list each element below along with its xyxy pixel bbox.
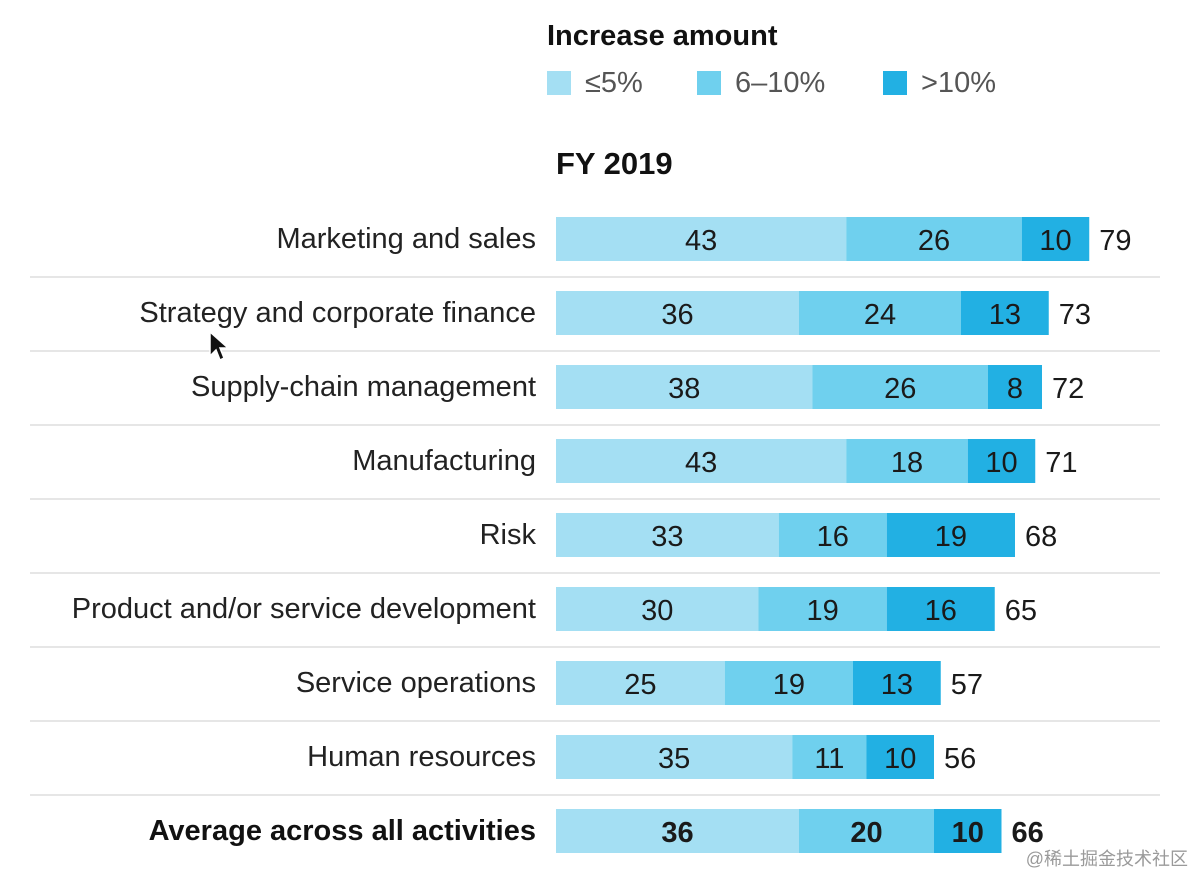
bar-value-label: 36 (661, 817, 693, 849)
bar-segment (724, 661, 853, 705)
bar-segment (799, 291, 961, 335)
bar-value-label: 33 (651, 521, 683, 553)
bar-value-label: 19 (935, 521, 967, 553)
bar-segment (846, 217, 1022, 261)
row-divider (30, 646, 1160, 648)
legend-label-gt10: >10% (921, 66, 996, 99)
bar-value-label: 20 (850, 817, 882, 849)
category-label: Supply-chain management (191, 371, 536, 403)
row-divider (30, 794, 1160, 796)
legend-item-le5: ≤5% (547, 66, 643, 100)
legend-swatch-6to10 (697, 71, 721, 95)
bar-value-label: 19 (806, 595, 838, 627)
category-label: Manufacturing (352, 445, 536, 477)
bar-value-label: 11 (814, 743, 844, 775)
total-label: 73 (1059, 299, 1091, 331)
bar-value-label: 43 (685, 447, 717, 479)
bar-value-label: 25 (624, 669, 656, 701)
bar-value-label: 26 (884, 373, 916, 405)
bar-value-label: 13 (989, 299, 1021, 331)
row-divider (30, 720, 1160, 722)
bar-value-label: 35 (658, 743, 690, 775)
legend-swatch-gt10 (883, 71, 907, 95)
bar-segment (961, 291, 1049, 335)
legend-label-le5: ≤5% (585, 66, 643, 99)
bar-segment (556, 513, 779, 557)
category-label: Average across all activities (148, 815, 536, 847)
bar-segment (866, 735, 934, 779)
total-label: 71 (1045, 447, 1077, 479)
bar-segment (934, 809, 1002, 853)
bar-value-label: 38 (668, 373, 700, 405)
bar-segment (1021, 217, 1090, 261)
bar-segment (778, 513, 887, 557)
bar-segment (556, 661, 725, 705)
row-divider (30, 350, 1160, 352)
legend-item-6to10: 6–10% (697, 66, 825, 100)
bar-value-label: 10 (952, 817, 984, 849)
bar-value-label: 24 (864, 299, 896, 331)
bar-value-label: 30 (641, 595, 673, 627)
bar-value-label: 43 (685, 225, 717, 257)
watermark: @稀土掘金技术社区 (1025, 849, 1188, 869)
bar-value-label: 13 (881, 669, 913, 701)
bar-value-label: 10 (1039, 225, 1071, 257)
bar-segment (556, 735, 793, 779)
bar-segment (556, 809, 799, 853)
category-label: Strategy and corporate finance (139, 297, 536, 329)
category-label: Human resources (307, 741, 536, 773)
row-divider (30, 424, 1160, 426)
total-label: 56 (944, 743, 976, 775)
total-label: 65 (1005, 595, 1037, 627)
bar-segment (886, 513, 1015, 557)
row-divider (30, 498, 1160, 500)
bar-value-label: 8 (1007, 373, 1023, 405)
bar-segment (758, 587, 887, 631)
legend-item-gt10: >10% (883, 66, 996, 100)
category-label: Product and/or service development (71, 593, 536, 625)
bar-segment (886, 587, 995, 631)
bar-value-label: 10 (884, 743, 916, 775)
bar-value-label: 19 (773, 669, 805, 701)
bar-segment (556, 587, 759, 631)
bar-value-label: 18 (891, 447, 923, 479)
bar-value-label: 16 (925, 595, 957, 627)
total-label: 79 (1099, 225, 1131, 257)
bar-segment (799, 809, 934, 853)
row-divider (30, 572, 1160, 574)
bar-segment (556, 439, 847, 483)
bar-value-label: 16 (817, 521, 849, 553)
total-label: 68 (1025, 521, 1057, 553)
bar-segment (967, 439, 1036, 483)
period-title: FY 2019 (556, 146, 673, 181)
bar-value-label: 36 (661, 299, 693, 331)
bar-segment (812, 365, 988, 409)
category-label: Risk (479, 519, 536, 551)
bar-value-label: 26 (918, 225, 950, 257)
bar-segment (988, 365, 1042, 409)
legend-swatch-le5 (547, 71, 571, 95)
bar-segment (556, 365, 813, 409)
bar-segment (792, 735, 867, 779)
bar-segment (853, 661, 941, 705)
bar-segment (556, 217, 847, 261)
category-label: Service operations (295, 667, 536, 699)
legend-label-6to10: 6–10% (735, 66, 826, 99)
mouse-cursor-icon (209, 330, 230, 362)
total-label: 57 (951, 669, 983, 701)
total-label: 66 (1012, 817, 1044, 849)
bar-segment (846, 439, 968, 483)
bar-value-label: 10 (985, 447, 1017, 479)
bar-segment (556, 291, 799, 335)
category-label: Marketing and sales (276, 223, 536, 255)
legend-title: Increase amount (547, 20, 778, 52)
total-label: 72 (1052, 373, 1084, 405)
row-divider (30, 276, 1160, 278)
